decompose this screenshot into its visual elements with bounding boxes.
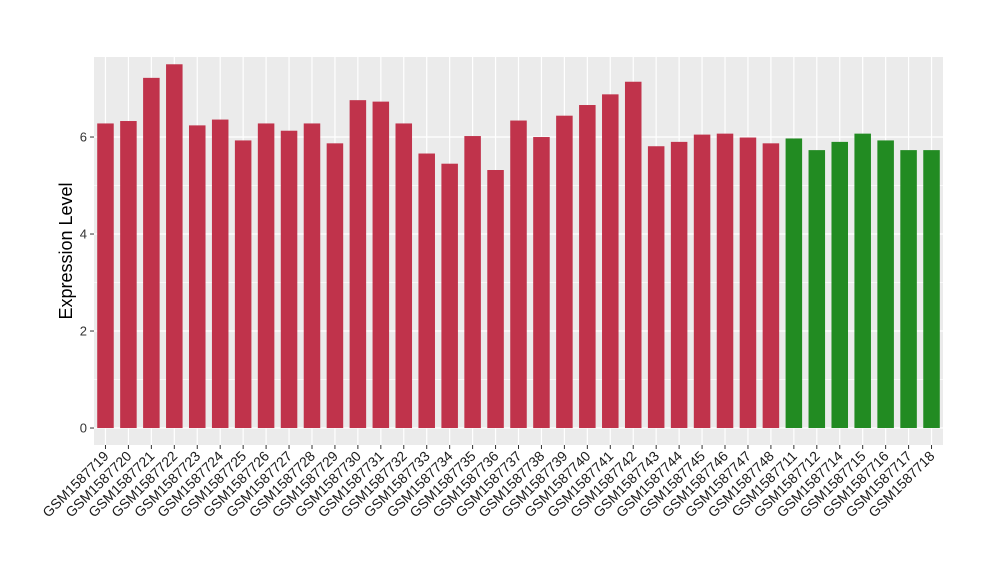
bar-GSM1587712: [808, 150, 826, 429]
bar-GSM1587744: [670, 141, 688, 429]
bar-GSM1587724: [211, 119, 229, 429]
bar-GSM1587734: [441, 163, 458, 429]
bar-GSM1587736: [487, 170, 504, 429]
y-axis: 0 2 4 6: [80, 130, 94, 436]
bar-GSM1587732: [395, 123, 413, 429]
y-tick-label: 2: [80, 324, 87, 339]
bar-GSM1587747: [739, 137, 757, 429]
x-axis: GSM1587719GSM1587720GSM1587721GSM1587722…: [39, 445, 938, 520]
bar-GSM1587711: [785, 138, 803, 429]
bar-GSM1587731: [372, 101, 390, 429]
bar-GSM1587738: [533, 137, 550, 429]
bar-GSM1587722: [166, 64, 183, 429]
bar-GSM1587745: [693, 134, 711, 429]
bar-GSM1587740: [579, 105, 596, 429]
bar-GSM1587746: [716, 133, 734, 429]
bar-GSM1587748: [762, 143, 780, 429]
bar-GSM1587739: [556, 115, 573, 429]
bars: [97, 64, 940, 429]
y-axis-title: Expression Level: [56, 182, 76, 319]
y-tick-label: 6: [80, 130, 87, 145]
bar-GSM1587737: [510, 120, 527, 429]
bar-GSM1587715: [854, 133, 871, 429]
bar-GSM1587718: [923, 150, 940, 429]
bar-GSM1587728: [303, 123, 321, 429]
bar-GSM1587729: [326, 143, 344, 429]
bar-GSM1587743: [647, 146, 665, 429]
bar-GSM1587714: [831, 141, 849, 429]
bar-GSM1587735: [464, 136, 481, 429]
bar-GSM1587730: [349, 100, 367, 429]
bar-GSM1587721: [143, 77, 160, 429]
bar-GSM1587742: [624, 81, 642, 429]
bar-GSM1587725: [234, 140, 252, 429]
y-tick-label: 0: [80, 421, 87, 436]
bar-GSM1587733: [418, 153, 435, 429]
bar-GSM1587716: [877, 140, 894, 429]
bar-GSM1587727: [280, 130, 298, 429]
bar-GSM1587726: [257, 123, 275, 429]
bar-GSM1587723: [188, 125, 206, 429]
y-tick-label: 4: [80, 227, 87, 242]
bar-GSM1587720: [120, 121, 137, 429]
bar-GSM1587719: [97, 123, 114, 429]
bar-GSM1587717: [900, 150, 917, 429]
bar-GSM1587741: [602, 94, 619, 429]
